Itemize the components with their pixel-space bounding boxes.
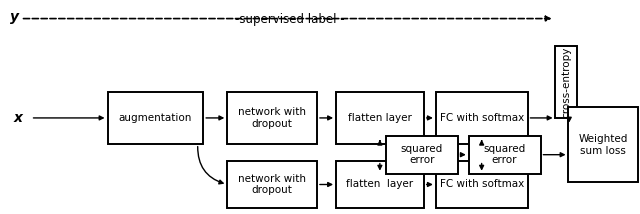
Text: flatten layer: flatten layer — [348, 113, 412, 123]
Bar — [568, 107, 638, 182]
Bar — [227, 92, 317, 144]
Bar — [108, 92, 203, 144]
Bar — [468, 136, 541, 174]
Text: Weighted
sum loss: Weighted sum loss — [579, 134, 628, 156]
Text: $\boldsymbol{y}$: $\boldsymbol{y}$ — [9, 11, 20, 26]
Text: -supervised label -: -supervised label - — [236, 13, 345, 26]
Text: FC with softmax: FC with softmax — [440, 180, 524, 189]
Text: squared
error: squared error — [483, 144, 525, 165]
Text: augmentation: augmentation — [118, 113, 192, 123]
Text: FC with softmax: FC with softmax — [440, 113, 524, 123]
Bar — [436, 161, 527, 208]
Bar — [336, 92, 424, 144]
Bar — [386, 136, 458, 174]
Text: flatten  layer: flatten layer — [346, 180, 413, 189]
Text: network with
dropout: network with dropout — [238, 174, 306, 195]
Text: cross-entropy: cross-entropy — [561, 46, 572, 118]
Bar — [336, 161, 424, 208]
Bar — [227, 161, 317, 208]
Text: $\boldsymbol{x}$: $\boldsymbol{x}$ — [13, 111, 24, 125]
Text: squared
error: squared error — [401, 144, 443, 165]
Bar — [436, 92, 527, 144]
Bar — [556, 46, 577, 118]
Text: network with
dropout: network with dropout — [238, 107, 306, 129]
